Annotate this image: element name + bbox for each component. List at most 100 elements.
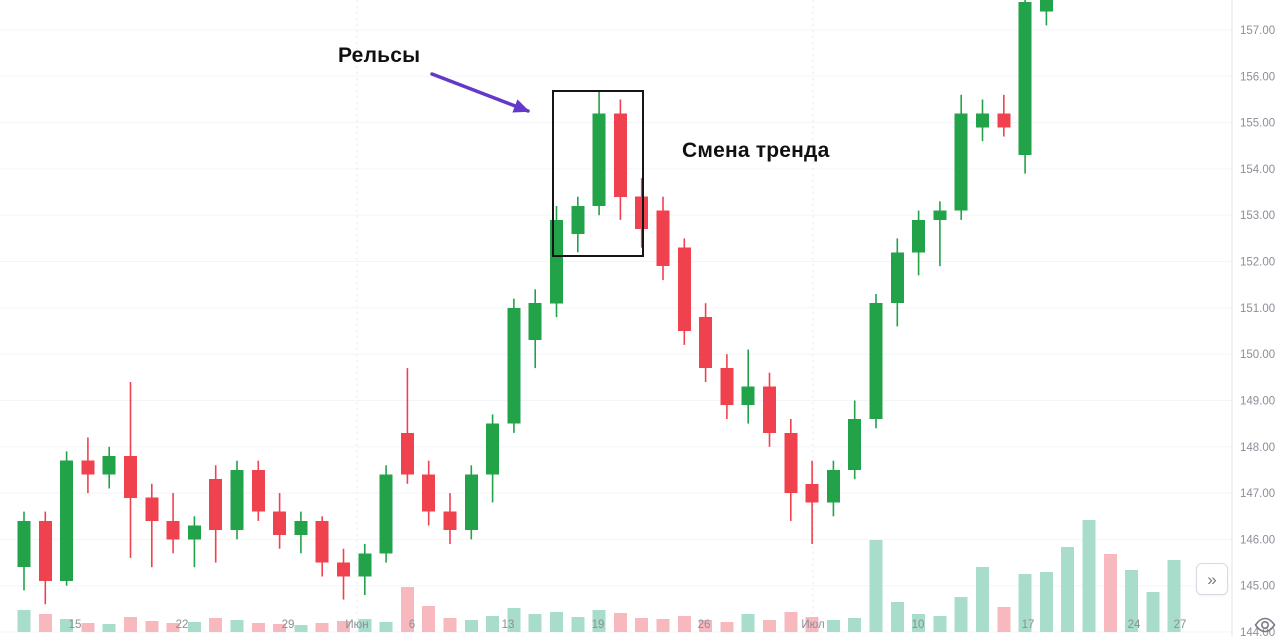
price-axis-label: 150.00 bbox=[1240, 349, 1275, 361]
candle-body bbox=[720, 368, 734, 406]
volume-bar bbox=[486, 616, 500, 632]
volume-bar bbox=[1061, 547, 1075, 632]
volume-bar bbox=[337, 621, 350, 632]
volume-bar bbox=[1146, 592, 1160, 632]
candle-body bbox=[145, 497, 159, 521]
eye-icon[interactable] bbox=[1254, 617, 1276, 633]
rails-label: Рельсы bbox=[338, 44, 421, 67]
time-axis-label: 15 bbox=[69, 619, 82, 631]
volume-bar bbox=[976, 567, 989, 632]
volume-bar bbox=[933, 616, 947, 632]
candle-body bbox=[997, 113, 1011, 128]
candle-body bbox=[826, 469, 840, 503]
volume-bar bbox=[507, 608, 521, 632]
volume-bar bbox=[528, 614, 542, 632]
price-axis-label: 147.00 bbox=[1240, 488, 1275, 500]
price-axis-label: 145.00 bbox=[1240, 581, 1275, 593]
volume-bar bbox=[826, 620, 840, 632]
candle-body bbox=[912, 219, 926, 253]
time-axis-label: 27 bbox=[1174, 619, 1187, 631]
candle-body bbox=[613, 113, 627, 197]
candle-body bbox=[528, 303, 542, 341]
volume-bar bbox=[102, 624, 116, 632]
candle-body bbox=[60, 460, 74, 582]
volume-bar bbox=[400, 587, 414, 632]
candle-body bbox=[273, 511, 287, 535]
volume-bar bbox=[592, 610, 606, 632]
volume-bar bbox=[81, 623, 95, 632]
volume-bar bbox=[1103, 554, 1117, 632]
volume-bar bbox=[230, 620, 244, 632]
volume-bar bbox=[166, 623, 180, 632]
price-axis-label: 151.00 bbox=[1240, 303, 1275, 315]
volume-bar bbox=[571, 617, 585, 632]
time-axis-label: 6 bbox=[409, 619, 415, 631]
candle-body bbox=[635, 196, 649, 230]
volume-bar bbox=[1167, 560, 1181, 632]
candle-body bbox=[848, 419, 862, 470]
volume-bar bbox=[187, 622, 201, 632]
time-axis-label: Июн bbox=[345, 619, 368, 631]
price-axis[interactable] bbox=[1232, 0, 1280, 610]
candle-body bbox=[677, 247, 691, 332]
time-axis[interactable] bbox=[0, 612, 1232, 636]
candle-body bbox=[954, 113, 968, 211]
time-axis-label: 22 bbox=[176, 619, 189, 631]
candle-body bbox=[571, 206, 585, 234]
candle-body bbox=[251, 469, 265, 512]
time-axis-label: 29 bbox=[282, 619, 295, 631]
volume-bar bbox=[869, 540, 883, 632]
candle-body bbox=[890, 252, 904, 304]
candle-body bbox=[166, 520, 180, 540]
volume-bar bbox=[379, 622, 393, 632]
candle-body bbox=[976, 113, 989, 128]
volume-bar bbox=[60, 619, 74, 632]
time-axis-label: 17 bbox=[1022, 619, 1035, 631]
candle-body bbox=[38, 520, 52, 582]
candle-body bbox=[187, 525, 201, 540]
price-axis-label: 154.00 bbox=[1240, 164, 1275, 176]
candle-body bbox=[656, 210, 670, 267]
candle-body bbox=[869, 303, 883, 419]
volume-bar bbox=[763, 620, 776, 632]
candle-body bbox=[337, 562, 350, 577]
volume-bar bbox=[358, 619, 372, 632]
volume-bar bbox=[635, 618, 649, 632]
candle-body bbox=[763, 386, 776, 433]
price-axis-label: 157.00 bbox=[1240, 25, 1275, 37]
candle-body bbox=[1018, 2, 1032, 156]
volume-bar bbox=[805, 617, 819, 632]
volume-bar bbox=[997, 607, 1011, 632]
volume-bar bbox=[294, 625, 308, 632]
candle-body bbox=[294, 520, 308, 535]
volume-bar bbox=[656, 619, 670, 632]
candle-body bbox=[81, 460, 95, 475]
volume-bar bbox=[613, 613, 627, 632]
time-axis-label: 26 bbox=[698, 619, 711, 631]
time-axis-label: 19 bbox=[592, 619, 605, 631]
volume-bar bbox=[464, 620, 478, 632]
go-to-realtime-button[interactable]: » bbox=[1196, 563, 1228, 595]
volume-bar bbox=[17, 610, 31, 632]
candle-body bbox=[486, 423, 500, 475]
candle-body bbox=[230, 469, 244, 531]
volume-bar bbox=[443, 618, 457, 632]
price-axis-label: 153.00 bbox=[1240, 210, 1275, 222]
candle-body bbox=[17, 520, 31, 568]
candle-body bbox=[784, 432, 798, 494]
price-axis-label: 155.00 bbox=[1240, 118, 1275, 130]
trend-change-label: Смена тренда bbox=[682, 139, 830, 162]
volume-bar bbox=[741, 614, 755, 632]
price-axis-label: 149.00 bbox=[1240, 396, 1275, 408]
volume-bar bbox=[784, 612, 798, 632]
candle-body bbox=[358, 553, 372, 577]
volume-bar bbox=[677, 616, 691, 632]
volume-bar bbox=[954, 597, 968, 632]
candle-body bbox=[422, 474, 436, 512]
price-axis-label: 146.00 bbox=[1240, 534, 1275, 546]
volume-bar bbox=[1082, 520, 1096, 632]
candle-body bbox=[209, 479, 223, 531]
price-axis-label: 144.00 bbox=[1240, 627, 1275, 636]
candle-body bbox=[1039, 0, 1053, 12]
